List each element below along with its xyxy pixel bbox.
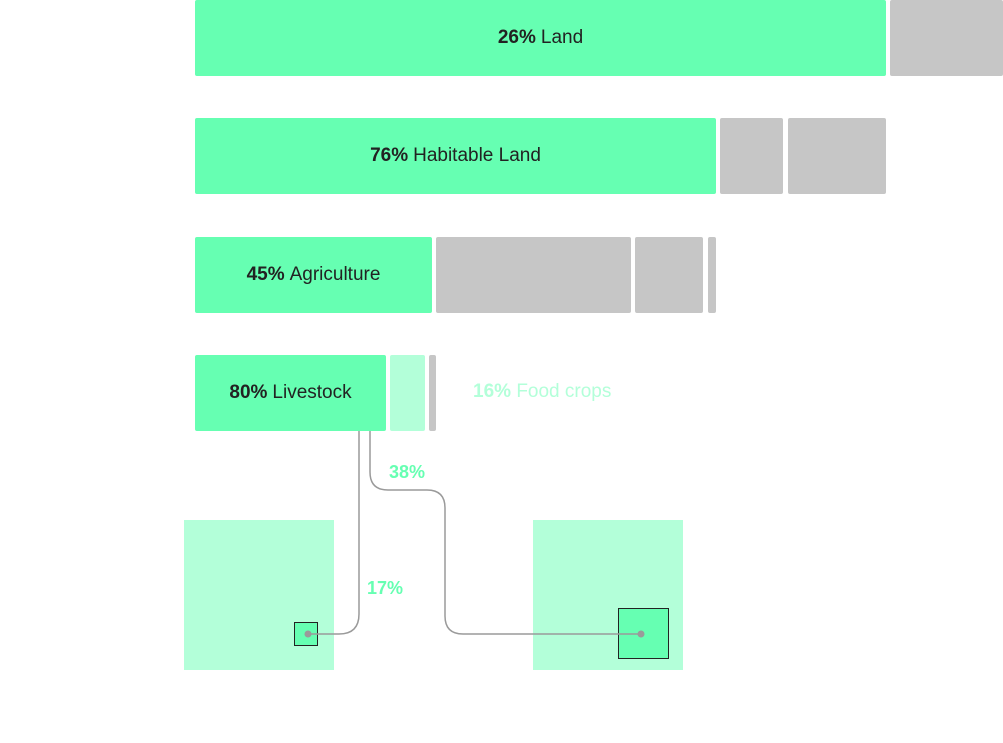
left-connector-pct: 17% (367, 578, 404, 598)
land-rest-bar (890, 0, 1003, 76)
land-bar: 26% Land (195, 0, 886, 76)
other-crops-bar (429, 355, 436, 431)
land-pct: 26% (497, 27, 536, 48)
livestock-text: Livestock (272, 382, 352, 403)
habitable-rest-bar-2 (788, 118, 886, 194)
connector-right-dot (637, 630, 645, 638)
habitable-rest-bar-1 (720, 118, 783, 194)
right-connector-pct: 38% (389, 462, 426, 482)
food-crops-bar (390, 355, 425, 431)
agriculture-label: 45% Agriculture (195, 237, 432, 313)
connector-left-dot (304, 630, 312, 638)
agriculture-pct: 45% (246, 264, 285, 285)
land-text: Land (540, 27, 584, 48)
habitable-land-label: 76% Habitable Land (195, 118, 716, 194)
food-crops-text: Food crops (516, 381, 612, 402)
connector-right (369, 431, 641, 635)
agriculture-rest-bar-1 (436, 237, 631, 313)
livestock-bar: 80% Livestock (195, 355, 386, 431)
habitable-text: Habitable Land (413, 145, 541, 166)
agriculture-bar: 45% Agriculture (195, 237, 432, 313)
livestock-pct: 80% (229, 382, 268, 403)
agriculture-rest-bar-2 (635, 237, 703, 313)
habitable-pct: 76% (370, 145, 409, 166)
livestock-label: 80% Livestock (195, 355, 386, 431)
food-crops-pct: 16% (473, 381, 512, 402)
food-crops-label: 16% Food crops (473, 381, 611, 403)
connector-left (308, 431, 360, 635)
agriculture-text: Agriculture (289, 264, 381, 285)
habitable-land-bar: 76% Habitable Land (195, 118, 716, 194)
agriculture-rest-bar-3 (708, 237, 716, 313)
land-label: 26% Land (195, 0, 886, 76)
